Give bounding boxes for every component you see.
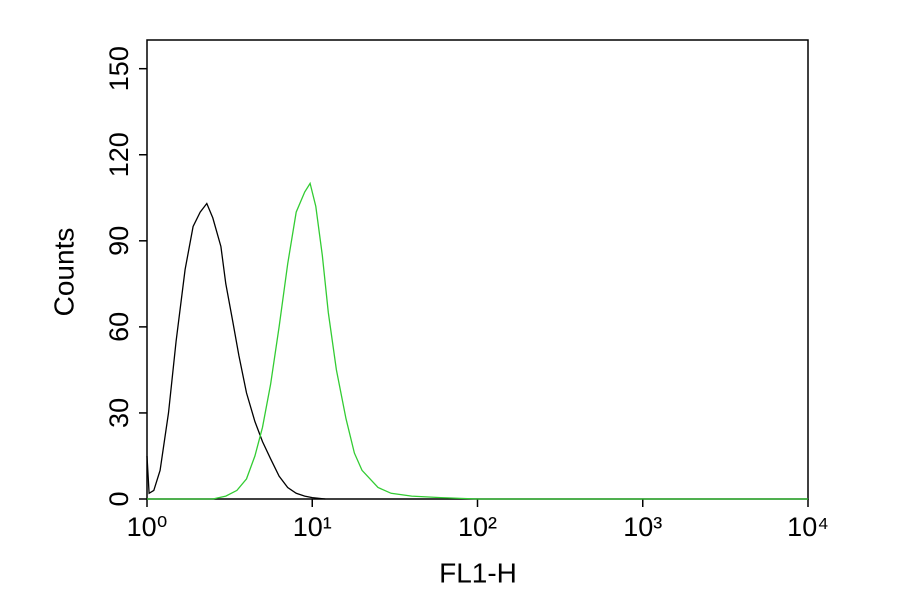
y-axis-label: Counts: [48, 228, 79, 317]
histogram-line: [146, 202, 326, 500]
x-tick-label: 10⁴: [787, 512, 829, 542]
y-tick-label: 0: [104, 491, 134, 506]
y-tick-label: 150: [104, 46, 134, 91]
y-tick-label: 30: [104, 398, 134, 428]
y-tick-label: 60: [104, 312, 134, 342]
x-tick-label: 10⁰: [127, 512, 168, 542]
x-tick-label: 10¹: [293, 512, 332, 542]
x-tick-label: 10³: [623, 512, 662, 542]
histogram-line: [147, 181, 808, 500]
y-tick-label: 120: [104, 132, 134, 177]
plot-frame: [146, 39, 809, 500]
x-axis-label: FL1-H: [439, 557, 517, 588]
y-tick-label: 90: [104, 226, 134, 256]
x-tick-label: 10²: [458, 512, 497, 542]
